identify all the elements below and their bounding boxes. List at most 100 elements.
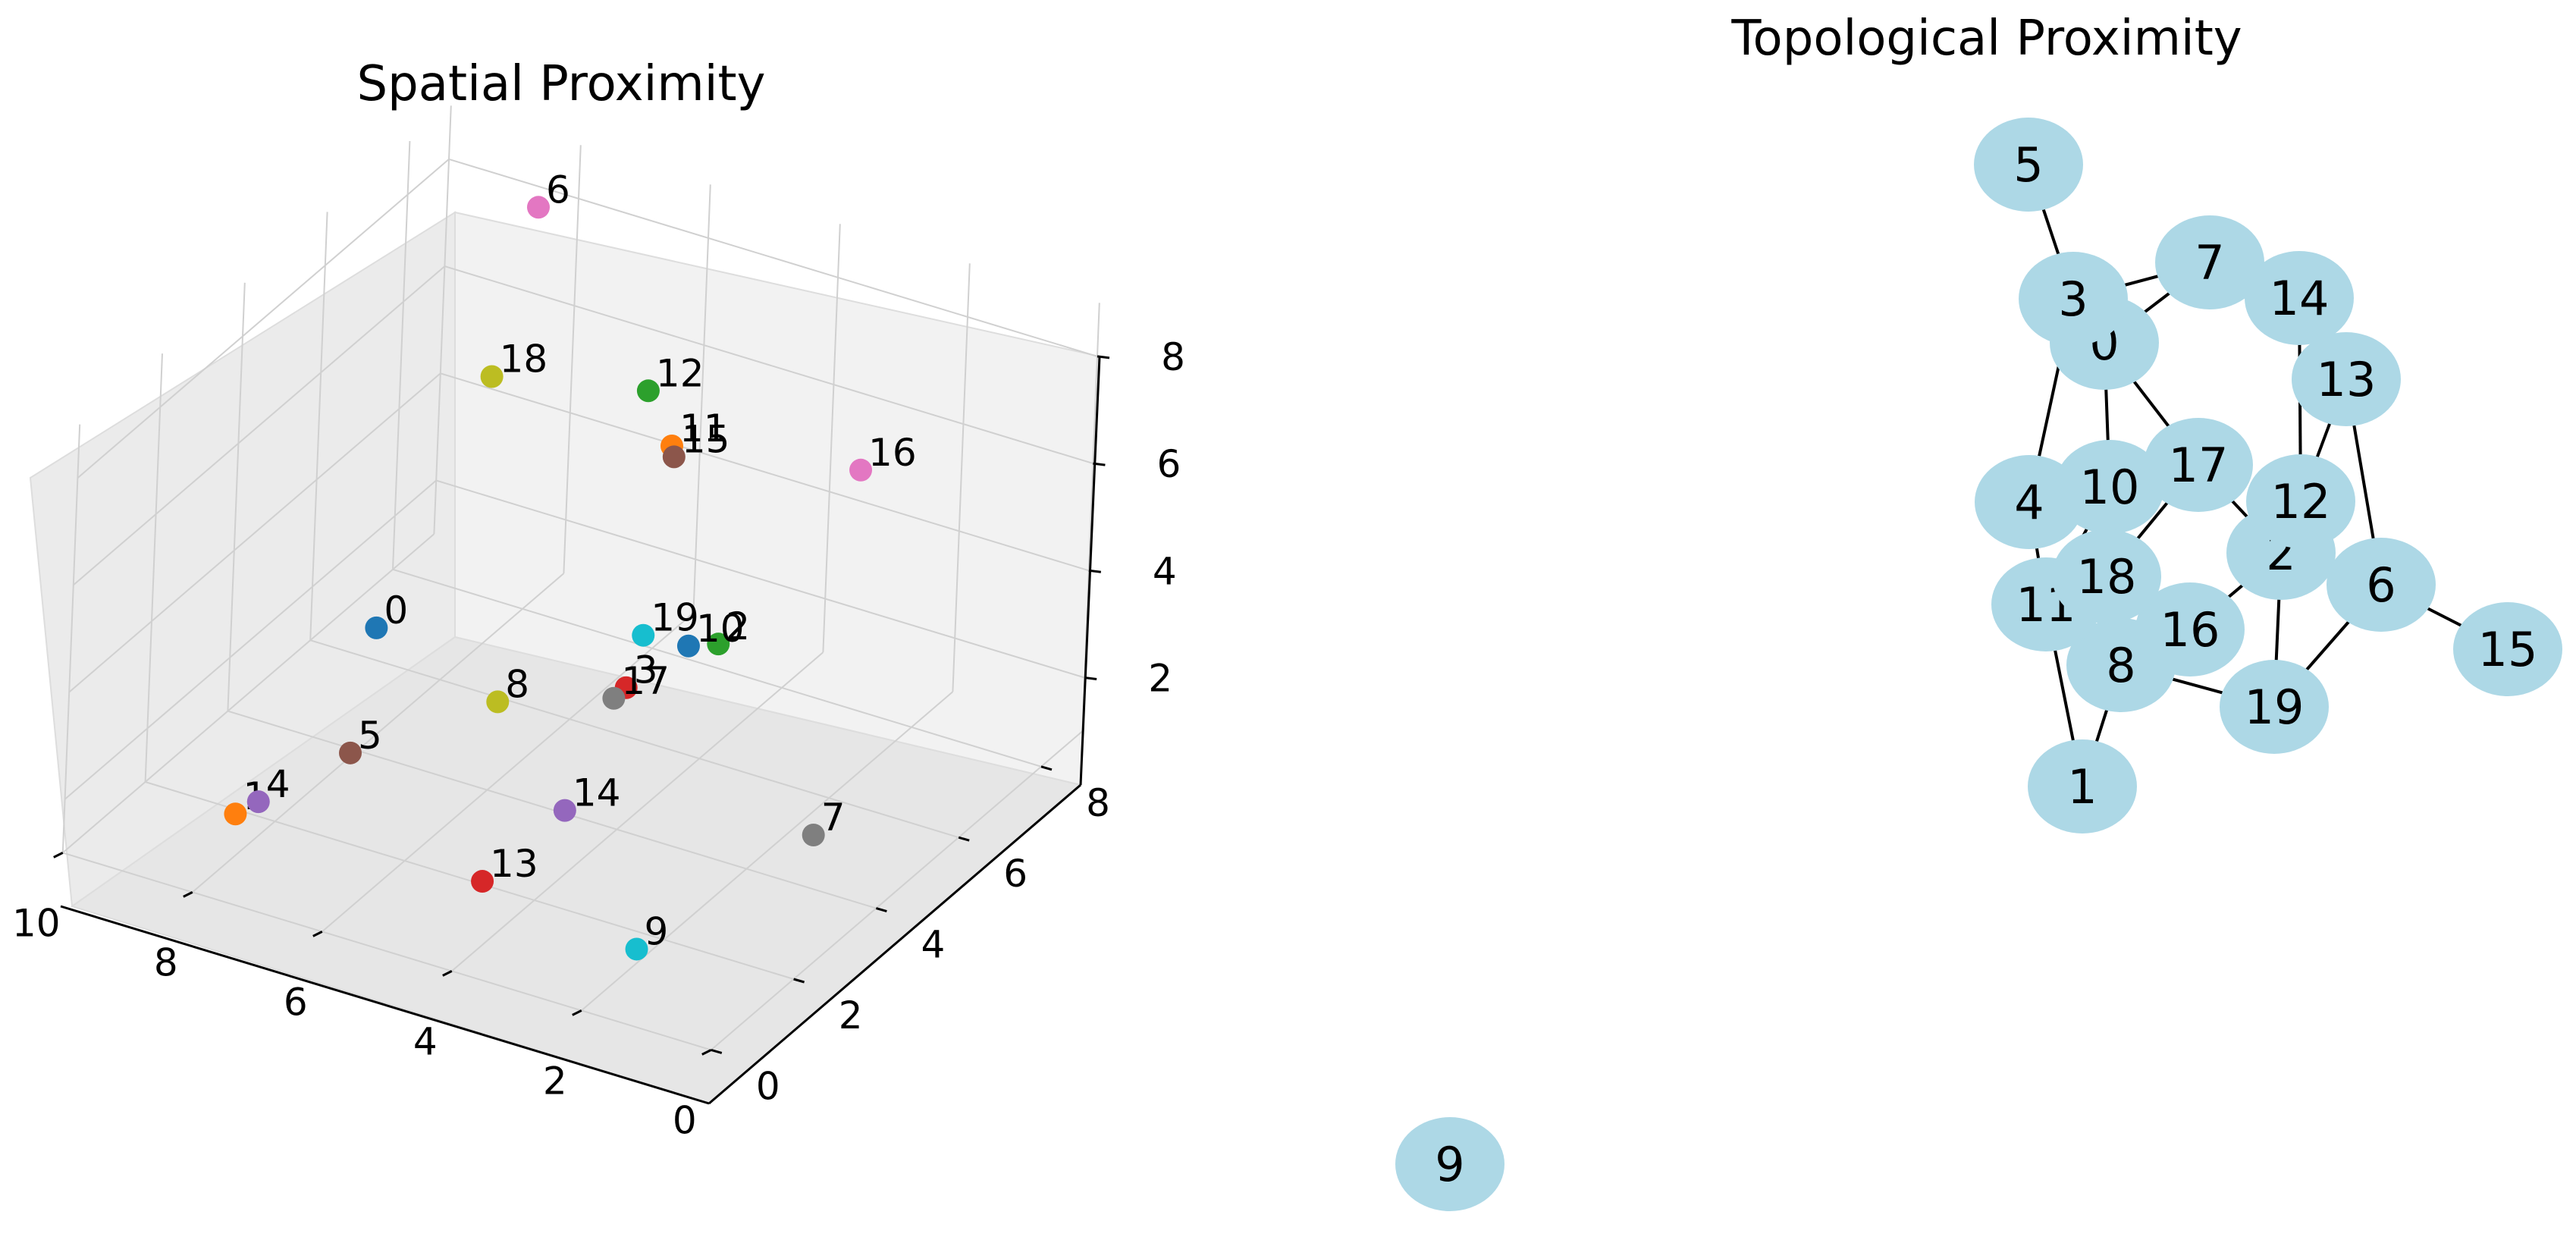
x-tick-label: 4 bbox=[413, 1019, 438, 1063]
x-tick-label: 2 bbox=[543, 1059, 567, 1103]
grid-lines bbox=[61, 105, 1100, 1051]
z-tick: 4 bbox=[1088, 549, 1177, 593]
scatter-point: 19 bbox=[632, 596, 699, 647]
node-label: 5 bbox=[2013, 137, 2043, 193]
scatter-point: 13 bbox=[471, 842, 538, 893]
point-label: 16 bbox=[868, 431, 917, 475]
point-marker bbox=[338, 741, 362, 764]
point-label: 2 bbox=[726, 604, 750, 648]
graph-node: 5 bbox=[1974, 118, 2083, 212]
point-marker bbox=[471, 870, 494, 893]
point-label: 17 bbox=[621, 659, 670, 703]
scatter-point: 14 bbox=[553, 771, 620, 822]
point-marker bbox=[707, 633, 730, 656]
point-label: 6 bbox=[546, 168, 570, 212]
node-label: 16 bbox=[2160, 602, 2220, 658]
point-label: 15 bbox=[682, 417, 730, 461]
point-marker bbox=[527, 196, 550, 219]
x-tick-label: 6 bbox=[284, 980, 308, 1024]
graph-node: 19 bbox=[2220, 660, 2329, 754]
scatter-point: 8 bbox=[486, 662, 529, 714]
y-tick-label: 2 bbox=[839, 994, 863, 1038]
node-circle bbox=[2052, 529, 2161, 623]
y-tick-label: 4 bbox=[921, 923, 945, 967]
node-circle bbox=[2245, 251, 2354, 345]
point-label: 8 bbox=[505, 662, 529, 706]
x-tick: 4 bbox=[413, 970, 453, 1063]
node-circle bbox=[2155, 215, 2264, 309]
node-label: 7 bbox=[2195, 235, 2224, 290]
y-tick: 0 bbox=[711, 1048, 780, 1108]
point-label: 11 bbox=[679, 407, 728, 450]
topological-proximity-panel: Topological Proximity 012345678910111213… bbox=[1395, 11, 2562, 1211]
z-tick: 2 bbox=[1084, 657, 1172, 701]
y-tick: 2 bbox=[793, 978, 863, 1038]
point-label: 9 bbox=[645, 909, 669, 953]
point-label: 4 bbox=[266, 762, 290, 806]
node-label: 13 bbox=[2317, 352, 2377, 407]
y-tick-label: 0 bbox=[756, 1064, 780, 1108]
node-circle bbox=[2144, 418, 2253, 512]
scatter-point: 4 bbox=[246, 762, 290, 814]
scatter-point: 6 bbox=[527, 168, 570, 219]
node-label: 15 bbox=[2478, 622, 2538, 677]
node-label: 19 bbox=[2245, 680, 2305, 735]
graph-node: 17 bbox=[2144, 418, 2253, 512]
point-marker bbox=[849, 458, 873, 482]
graph-node: 7 bbox=[2155, 215, 2264, 309]
scatter-point: 9 bbox=[625, 909, 669, 961]
point-marker bbox=[365, 616, 388, 639]
node-circle bbox=[1395, 1117, 1504, 1211]
node-circle bbox=[2327, 538, 2436, 632]
point-marker bbox=[246, 790, 270, 814]
graph-node: 15 bbox=[2453, 602, 2562, 696]
point-marker bbox=[632, 623, 655, 647]
point-label: 18 bbox=[500, 337, 548, 381]
node-circle bbox=[2019, 252, 2128, 346]
point-marker bbox=[636, 379, 660, 403]
point-marker bbox=[625, 937, 648, 961]
graph-node: 3 bbox=[2019, 252, 2128, 346]
scatter-point: 0 bbox=[365, 589, 408, 639]
scatter-point: 7 bbox=[802, 796, 846, 846]
point-marker bbox=[662, 445, 686, 469]
node-label: 18 bbox=[2077, 549, 2137, 604]
node-label: 1 bbox=[2067, 759, 2097, 815]
point-marker bbox=[480, 365, 504, 388]
spatial-proximity-panel: Spatial Proximity 0 2 4 6 8 10 0 2 4 6 8 2 4 6 8 0 12… bbox=[12, 56, 1185, 1142]
y-axis-line bbox=[708, 783, 1081, 1105]
scatter-point: 18 bbox=[480, 337, 548, 388]
node-circle bbox=[2292, 332, 2401, 426]
scatter-point: 15 bbox=[662, 417, 730, 469]
scatter-point: 17 bbox=[602, 659, 670, 710]
scatter-point: 10 bbox=[676, 607, 745, 658]
node-circle bbox=[2135, 582, 2245, 677]
point-marker bbox=[553, 799, 576, 822]
node-circle bbox=[1974, 118, 2083, 212]
node-circle bbox=[2453, 602, 2562, 696]
y-tick: 8 bbox=[1040, 765, 1110, 825]
node-label: 6 bbox=[2366, 557, 2396, 613]
scatter-point: 12 bbox=[636, 351, 704, 403]
point-marker bbox=[676, 634, 700, 658]
point-marker bbox=[802, 824, 825, 846]
node-circle bbox=[2246, 454, 2355, 548]
x-tick: 2 bbox=[543, 1009, 582, 1103]
y-tick: 6 bbox=[958, 836, 1028, 896]
point-label: 13 bbox=[490, 842, 538, 886]
point-label: 0 bbox=[384, 589, 408, 633]
x-tick: 6 bbox=[284, 931, 323, 1024]
x-tick: 10 bbox=[12, 852, 64, 945]
x-tick-label: 10 bbox=[12, 901, 61, 945]
x-axis-line bbox=[60, 905, 710, 1105]
z-ticks: 2 4 6 8 bbox=[1084, 335, 1185, 701]
x-ticks: 0 2 4 6 8 10 bbox=[12, 852, 712, 1142]
z-tick-label: 4 bbox=[1153, 549, 1177, 593]
graph-node: 10 bbox=[2055, 440, 2164, 534]
point-label: 19 bbox=[651, 596, 699, 640]
point-label: 12 bbox=[656, 351, 704, 395]
point-label: 10 bbox=[696, 607, 745, 651]
node-label: 4 bbox=[2014, 475, 2044, 530]
y-ticks: 0 2 4 6 8 bbox=[711, 765, 1110, 1108]
